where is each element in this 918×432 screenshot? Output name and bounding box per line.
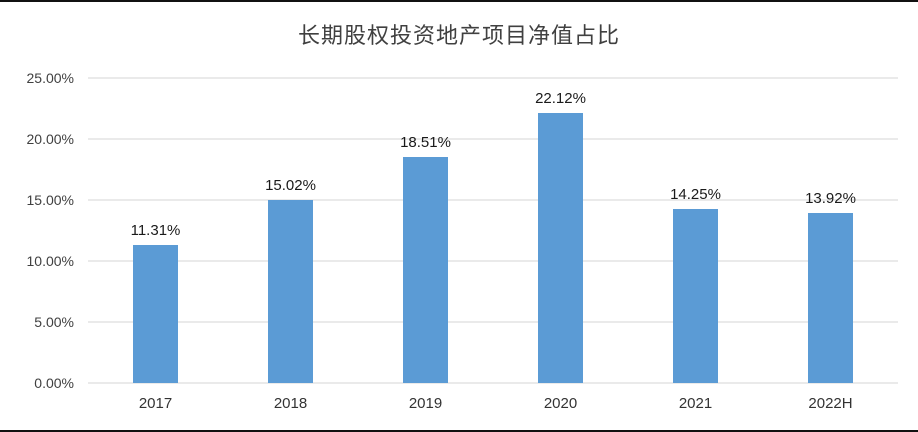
bar-column: 22.12% (493, 78, 628, 383)
y-tick-label: 10.00% (26, 253, 74, 269)
plot-area: 11.31% 15.02% 18.51% 22.12% 14.25% 13.92% 201… (88, 77, 898, 412)
gridline (88, 199, 898, 201)
bar (538, 113, 583, 383)
x-tick-label: 2021 (678, 395, 713, 412)
y-axis: 0.00% 5.00% 10.00% 15.00% 20.00% 25.00% (0, 70, 80, 391)
bar (808, 213, 853, 383)
y-tick-label: 25.00% (26, 70, 74, 86)
bar-value-label: 11.31% (130, 222, 181, 240)
bar-column: 14.25% (628, 78, 763, 383)
bar-value-label: 13.92% (805, 190, 856, 208)
gridline (88, 382, 898, 384)
bar-value-label: 15.02% (265, 176, 316, 194)
bar (133, 245, 178, 383)
x-tick-label: 2019 (408, 395, 443, 412)
gridline (88, 260, 898, 262)
bar-value-label: 14.25% (670, 186, 721, 204)
bar-column: 18.51% (358, 78, 493, 383)
gridline (88, 138, 898, 140)
bar-value-label: 22.12% (535, 90, 586, 108)
gridlines (88, 77, 898, 384)
bar-column: 15.02% (223, 78, 358, 383)
x-tick-label: 2017 (138, 395, 173, 412)
y-tick-label: 0.00% (34, 375, 74, 391)
y-tick-label: 15.00% (26, 192, 74, 208)
bar (268, 199, 313, 383)
y-tick-label: 5.00% (34, 314, 74, 330)
bar-column: 13.92% (763, 78, 898, 383)
bar-column: 11.31% (88, 78, 223, 383)
x-axis: 2017 2018 2019 2020 2021 2022H (88, 383, 898, 412)
chart-title: 长期股权投资地产项目净值占比 (297, 23, 620, 48)
x-tick-label: 2020 (543, 395, 578, 412)
gridline (88, 77, 898, 79)
x-tick-label: 2018 (273, 395, 308, 412)
bar (403, 157, 448, 383)
gridline (88, 321, 898, 323)
bar-value-label: 18.51% (400, 134, 451, 152)
bars: 11.31% 15.02% 18.51% 22.12% 14.25% 13.92% (88, 78, 898, 383)
bar (673, 209, 718, 383)
y-tick-label: 20.00% (26, 131, 74, 147)
x-tick-label: 2022H (808, 395, 853, 412)
